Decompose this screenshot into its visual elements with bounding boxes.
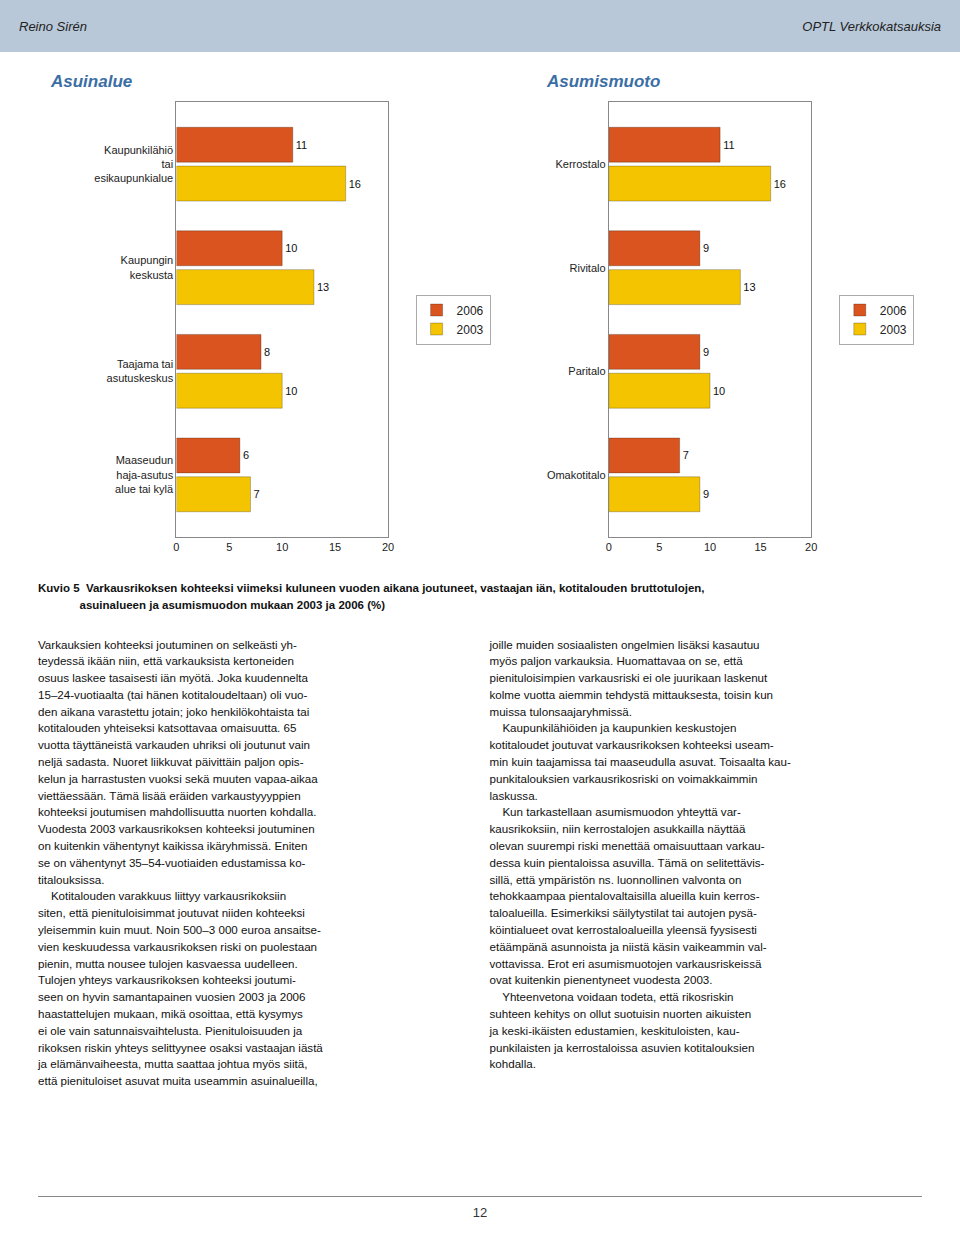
svg-text:Taajama taiasutuskeskus: Taajama taiasutuskeskus (107, 358, 174, 384)
svg-text:Omakotitalo: Omakotitalo (547, 469, 606, 481)
svg-text:7: 7 (683, 449, 689, 461)
svg-text:10: 10 (704, 541, 716, 553)
svg-text:13: 13 (317, 281, 329, 293)
svg-text:10: 10 (276, 541, 288, 553)
svg-text:10: 10 (285, 242, 297, 254)
svg-text:5: 5 (226, 541, 232, 553)
svg-text:15: 15 (329, 541, 341, 553)
svg-text:5: 5 (656, 541, 662, 553)
svg-text:0: 0 (606, 541, 612, 553)
html-text:OPTL Verkkokatsauksia: OPTL Verkkokatsauksia (802, 18, 941, 34)
svg-text:10: 10 (713, 385, 725, 397)
svg-text:Asuinalue: Asuinalue (50, 72, 132, 91)
svg-text:2003: 2003 (457, 323, 484, 337)
svg-text:20: 20 (805, 541, 817, 553)
svg-text:9: 9 (703, 488, 709, 500)
svg-text:Paritalo: Paritalo (568, 365, 605, 377)
svg-text:Asumismuoto: Asumismuoto (546, 72, 660, 91)
svg-text:2006: 2006 (880, 304, 907, 318)
svg-text:11: 11 (723, 139, 734, 151)
svg-text:Kerrostalo: Kerrostalo (555, 158, 605, 170)
svg-text:20: 20 (382, 541, 394, 553)
svg-text:16: 16 (349, 178, 361, 190)
svg-text:0: 0 (173, 541, 179, 553)
svg-text:16: 16 (774, 178, 786, 190)
svg-text:15: 15 (754, 541, 766, 553)
html-text:Varkauksien kohteeksi joutumin: Varkauksien kohteeksi joutuminen on selk… (38, 637, 323, 1088)
html-text:Reino Sirén: Reino Sirén (19, 18, 87, 34)
svg-text:6: 6 (243, 449, 249, 461)
svg-text:13: 13 (743, 281, 755, 293)
svg-text:Maaseudunhaja-asutusalue tai k: Maaseudunhaja-asutusalue tai kylä (115, 454, 174, 495)
svg-text:Rivitalo: Rivitalo (570, 262, 606, 274)
svg-text:9: 9 (703, 242, 709, 254)
svg-text:8: 8 (264, 346, 270, 358)
html-text:Kuvio 5 Varkausrikoksen kohtee: Kuvio 5 Varkausrikoksen kohteeksi viimek… (38, 582, 705, 612)
svg-text:2003: 2003 (880, 323, 907, 337)
svg-text:2006: 2006 (457, 304, 484, 318)
svg-text:10: 10 (285, 385, 297, 397)
svg-text:9: 9 (703, 346, 709, 358)
html-text:12: 12 (472, 1205, 488, 1220)
svg-text:Kaupunginkeskusta: Kaupunginkeskusta (121, 254, 174, 280)
svg-text:7: 7 (253, 488, 259, 500)
svg-text:Kaupunkilähiötaiesikaupunkialu: Kaupunkilähiötaiesikaupunkialue (94, 144, 173, 185)
html-text:joille muiden sosiaalisten ong: joille muiden sosiaalisten ongelmien lis… (489, 637, 791, 1071)
svg-text:11: 11 (296, 139, 307, 151)
